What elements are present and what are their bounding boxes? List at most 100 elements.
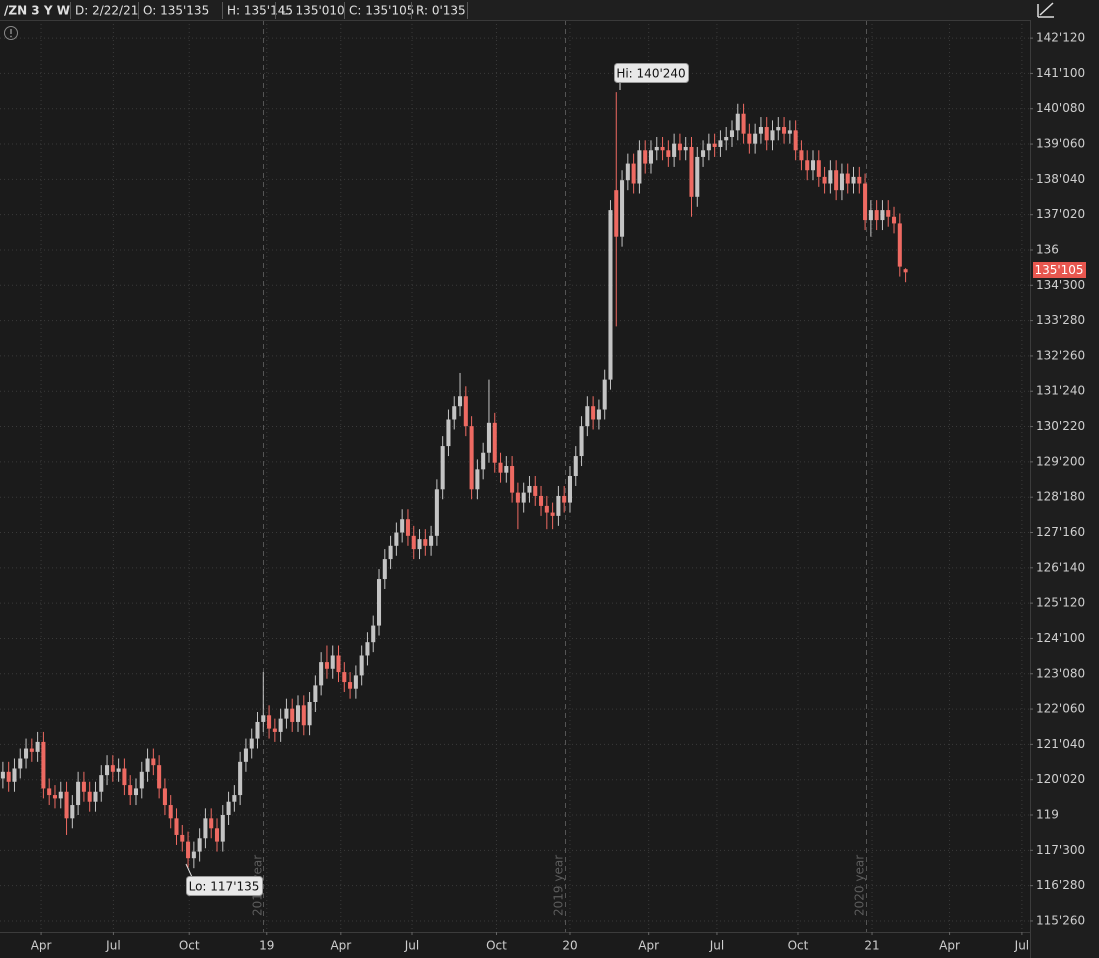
- candle-body: [683, 146, 688, 151]
- candle-body: [371, 625, 376, 643]
- candle-body: [423, 539, 428, 546]
- candle-body: [608, 210, 613, 380]
- candle-body: [6, 771, 11, 782]
- lo-pointer: [185, 863, 193, 878]
- price-axis-area: [1030, 0, 1099, 958]
- candle-body: [278, 718, 283, 732]
- candle-body: [220, 815, 225, 842]
- x-tick-label: Oct: [179, 939, 200, 953]
- candle-body: [110, 765, 115, 772]
- year-label: 2019 year: [552, 855, 566, 916]
- candle-body: [261, 715, 266, 722]
- header-bar: [0, 0, 1030, 20]
- candle-body: [128, 785, 133, 796]
- candle-body: [133, 788, 139, 796]
- candle-body: [886, 210, 891, 217]
- candle-body: [203, 818, 208, 839]
- y-tick-label: 140'080: [1036, 101, 1085, 115]
- candle-body: [799, 150, 804, 161]
- last-price-label: 135'105: [1034, 263, 1083, 277]
- candle-body: [492, 422, 497, 463]
- drawing-tool-icon[interactable]: [1033, 0, 1059, 20]
- y-tick-label: 131'240: [1036, 384, 1085, 398]
- header-close: C: 135'105: [349, 4, 414, 18]
- candle-body: [579, 426, 584, 457]
- x-tick-label: 19: [259, 939, 274, 953]
- candle-body: [596, 409, 601, 420]
- lo-label: Lo: 117'135: [189, 880, 260, 894]
- candle-body: [486, 422, 491, 453]
- x-tick-label: Apr: [31, 939, 52, 953]
- candle-body: [313, 685, 318, 703]
- candle-body: [805, 160, 810, 171]
- candle-body: [735, 113, 740, 131]
- y-tick-label: 120'020: [1036, 772, 1085, 786]
- candle-body: [481, 452, 486, 470]
- y-tick-label: 128'180: [1036, 490, 1085, 504]
- candle-body: [324, 662, 329, 669]
- candle-body: [376, 579, 382, 626]
- y-tick-label: 125'120: [1036, 596, 1085, 610]
- candle-body: [741, 113, 746, 134]
- candle-body: [585, 406, 590, 427]
- candle-body: [301, 705, 306, 726]
- candle-body: [458, 396, 463, 407]
- x-tick-label: Jul: [105, 939, 120, 953]
- candle-body: [359, 655, 364, 676]
- candle-body: [99, 775, 104, 792]
- alert-icon[interactable]: [4, 26, 18, 40]
- candle-body: [654, 146, 659, 151]
- header-high: H: 135'145: [227, 4, 293, 18]
- candle-body: [64, 791, 69, 819]
- candle-body: [70, 805, 75, 819]
- candle-body: [145, 758, 150, 772]
- x-tick-label: Apr: [638, 939, 659, 953]
- candle-body: [648, 150, 654, 164]
- candle-body: [643, 150, 648, 164]
- candle-body: [295, 705, 301, 722]
- candle-body: [614, 190, 619, 237]
- hi-box: [614, 63, 689, 83]
- candle-body: [544, 505, 549, 513]
- candle-body: [701, 150, 706, 157]
- candle-body: [214, 828, 220, 842]
- candle-body: [336, 655, 341, 673]
- x-tick-label: 21: [864, 939, 879, 953]
- year-label: 2020 year: [853, 855, 867, 916]
- candle-body: [365, 642, 370, 656]
- candle-body: [87, 791, 92, 802]
- candles: [0, 92, 908, 869]
- candle-body: [874, 210, 879, 221]
- candle-body: [816, 160, 821, 177]
- y-tick-label: 129'200: [1036, 454, 1085, 468]
- candle-body: [440, 446, 445, 490]
- candle-body: [515, 492, 520, 503]
- candle-body: [729, 130, 735, 137]
- y-tick-label: 121'040: [1036, 737, 1085, 751]
- candle-body: [787, 130, 792, 134]
- y-tick-label: 115'260: [1036, 913, 1085, 927]
- candle-body: [539, 495, 544, 506]
- candle-body: [429, 535, 434, 546]
- candle-body: [157, 765, 162, 789]
- x-tick-label: 20: [562, 939, 577, 953]
- candle-body: [18, 758, 23, 769]
- candle-body: [255, 721, 260, 739]
- candle-body: [353, 675, 358, 689]
- candle-body: [718, 140, 723, 147]
- candle-body: [753, 133, 758, 144]
- y-tick-label: 123'080: [1036, 666, 1085, 680]
- candle-body: [122, 768, 127, 786]
- candle-body: [556, 495, 561, 516]
- candle-body: [828, 170, 833, 184]
- candle-body: [510, 466, 515, 493]
- candle-body: [35, 741, 40, 752]
- candle-body: [12, 768, 17, 782]
- candle-body: [93, 791, 98, 802]
- candle-body: [562, 495, 567, 503]
- candle-body: [897, 223, 902, 267]
- symbol[interactable]: /ZN 3 Y W: [4, 4, 70, 18]
- candle-body: [463, 396, 468, 427]
- y-tick-label: 132'260: [1036, 348, 1085, 362]
- candle-body: [24, 748, 29, 759]
